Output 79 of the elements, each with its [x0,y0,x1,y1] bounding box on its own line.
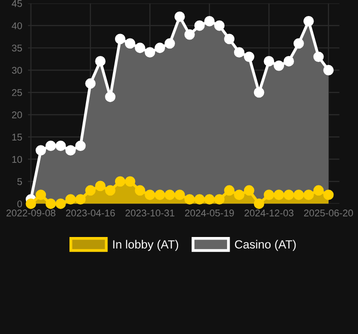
point [214,194,225,204]
point [164,38,175,49]
x-tick-label: 2023-10-31 [126,210,174,216]
x-tick-label: 2025-06-20 [304,210,353,216]
point [244,52,254,62]
point [154,42,166,54]
y-tick-label: 15 [12,134,22,141]
point [274,190,284,200]
y-tick-label: 40 [12,22,22,30]
point [274,60,284,71]
point [234,190,244,200]
point [46,140,56,152]
point [204,194,215,204]
point [244,185,254,196]
point [174,11,185,22]
point [194,194,205,204]
point [134,42,146,54]
point [154,190,166,200]
point [264,56,274,66]
point [26,198,36,209]
point [105,92,116,102]
point [174,190,185,200]
point [124,176,136,187]
x-tick-label: 2023-04-16 [66,210,115,216]
point [214,20,225,31]
x-tick-label: 2024-12-03 [244,210,294,216]
point [264,190,274,200]
point [294,190,304,200]
y-tick-label: 45 [12,0,22,7]
point [313,185,324,196]
point [36,190,46,200]
point [284,190,294,200]
point [46,198,56,209]
point [224,185,234,196]
point [184,194,195,204]
point [36,145,46,156]
point [95,180,106,192]
point [204,16,215,26]
point [144,47,156,58]
point [124,38,136,49]
y-tick-label: 0 [17,200,22,208]
point [323,190,334,200]
point [254,198,264,209]
point [55,198,66,209]
point [254,87,264,98]
y-tick-label: 10 [12,156,22,163]
point [303,16,314,26]
point [65,145,76,156]
point [234,47,244,58]
legend-label: Casino (AT) [234,240,296,251]
point [114,176,126,187]
point [164,190,175,200]
point [224,34,234,44]
y-tick-label: 20 [12,111,22,118]
point [284,56,294,66]
point [105,185,116,196]
point [323,64,334,76]
point [134,185,146,196]
point [194,20,205,31]
legend-label: In lobby (AT) [113,240,178,251]
y-tick-label: 25 [12,89,22,96]
x-tick-label: 2024-05-19 [185,210,234,216]
point [303,190,314,200]
point [184,29,195,40]
point [65,194,76,204]
point [95,56,106,66]
point [313,52,324,62]
point [55,140,66,152]
y-tick-label: 35 [12,44,22,52]
point [144,190,156,200]
point [85,78,96,89]
point [75,194,86,204]
y-tick-label: 30 [12,66,22,74]
point [85,185,96,196]
y-tick-label: 5 [17,178,22,186]
point [294,38,304,49]
point [114,34,126,44]
x-tick-label: 2022-09-08 [6,210,56,216]
point [75,140,86,152]
